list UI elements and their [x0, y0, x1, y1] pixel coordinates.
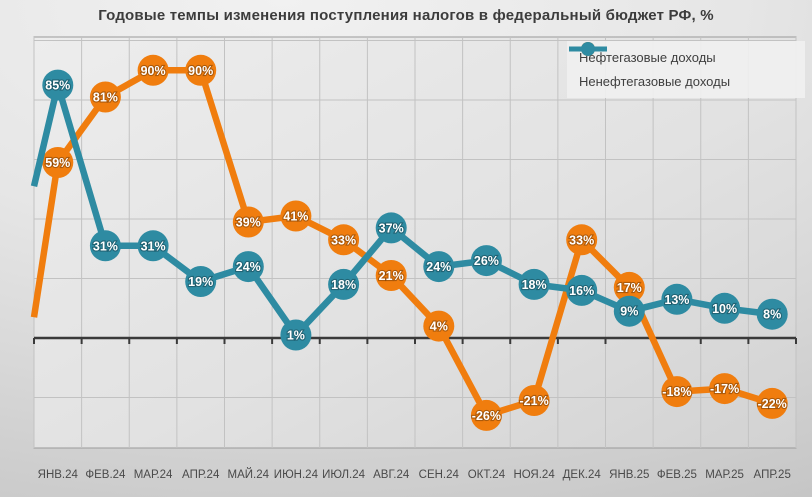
x-axis-label: АВГ.24 [373, 469, 410, 481]
data-point-label: 90% [188, 64, 213, 78]
data-point-marker [566, 274, 598, 306]
data-point-label: 37% [379, 221, 404, 235]
legend-item-oil-gas: Нефтегазовые доходы [569, 42, 795, 65]
data-point-marker [280, 319, 312, 351]
x-axis-label: ОКТ.24 [468, 469, 506, 481]
data-point-label: 17% [617, 281, 642, 295]
data-point-label: -21% [520, 394, 549, 408]
data-point-label: 85% [45, 79, 70, 93]
chart-legend: Нефтегазовые доходы Ненефтегазовые доход… [567, 41, 805, 98]
x-axis-label: ДЕК.24 [563, 469, 602, 481]
x-axis-label: АПР.24 [182, 469, 220, 481]
data-point-marker [613, 295, 645, 327]
x-axis-label: МАР.25 [705, 469, 744, 481]
data-point-label: 41% [283, 210, 308, 224]
data-point-label: 9% [620, 305, 638, 319]
data-point-marker [613, 271, 645, 303]
legend-label-non-oil-gas: Ненефтегазовые доходы [579, 74, 731, 89]
x-axis-label: ФЕВ.24 [85, 469, 126, 481]
data-point-marker [137, 230, 169, 262]
data-point-label: 10% [712, 302, 737, 316]
legend-item-non-oil-gas: Ненефтегазовые доходы [569, 42, 795, 89]
legend-label-oil-gas: Нефтегазовые доходы [579, 50, 716, 65]
data-point-label: 21% [379, 269, 404, 283]
data-point-marker [423, 251, 455, 283]
data-point-marker [232, 206, 264, 238]
data-point-label: -18% [662, 385, 691, 399]
data-point-label: 19% [188, 275, 213, 289]
x-axis-label: ЯНВ.25 [609, 469, 649, 481]
data-point-marker [89, 81, 121, 113]
x-axis-label: МАР.24 [134, 469, 173, 481]
data-point-label: 18% [522, 278, 547, 292]
data-point-label: -22% [758, 397, 787, 411]
x-axis-label: МАЙ.24 [228, 468, 270, 481]
x-axis-label: АПР.25 [754, 469, 791, 481]
data-point-marker [185, 266, 217, 297]
data-point-marker [137, 54, 169, 86]
data-point-marker [661, 376, 693, 408]
x-axis-label: ИЮЛ.24 [322, 469, 366, 481]
series-1: 85% 31% 31% 19% 24% 1% 18% 37% 24% 26% 18% 16% 9% 13%… [30, 69, 788, 351]
data-point-marker [518, 385, 550, 416]
data-point-label: 33% [331, 233, 356, 247]
series-0: 59% 81% 90% 90% 39% 41% 33% 21% 4% -26% -21% 33% 17%… [30, 54, 788, 431]
data-point-label: 8% [763, 308, 781, 322]
data-point-marker [756, 387, 788, 419]
data-point-label: -26% [472, 409, 501, 423]
data-point-marker [709, 292, 741, 324]
data-point-label: 59% [45, 156, 70, 170]
data-point-marker [328, 224, 360, 256]
data-point-marker [566, 224, 598, 256]
data-point-label: 31% [93, 239, 118, 253]
data-point-label: 90% [141, 64, 166, 78]
data-point-marker [470, 399, 502, 431]
x-axis-label: СЕН.24 [419, 469, 460, 481]
data-point-label: 18% [331, 278, 356, 292]
data-point-label: 33% [569, 233, 594, 247]
x-axis-label: ЯНВ.24 [38, 469, 79, 481]
data-point-marker [423, 310, 455, 342]
data-point-marker [709, 373, 741, 405]
data-point-label: 39% [236, 216, 261, 230]
data-point-label: 24% [426, 260, 451, 274]
data-point-label: 4% [430, 320, 448, 334]
data-point-label: 13% [664, 293, 689, 307]
data-point-marker [661, 283, 693, 315]
x-axis-label: НОЯ.24 [513, 469, 555, 481]
data-point-marker [328, 268, 360, 300]
x-axis-label: ФЕВ.25 [657, 469, 697, 481]
data-point-marker [470, 245, 502, 277]
data-point-marker [756, 298, 788, 330]
data-point-label: 26% [474, 254, 499, 268]
data-point-label: 24% [236, 260, 261, 274]
data-point-marker [89, 230, 121, 262]
data-point-label: 81% [93, 91, 118, 105]
data-point-label: -17% [710, 382, 739, 396]
data-point-marker [375, 212, 407, 244]
x-axis-label: ИЮН.24 [274, 469, 319, 481]
data-point-label: 1% [287, 329, 305, 343]
data-point-marker [42, 147, 74, 178]
data-point-marker [280, 200, 312, 232]
data-point-marker [518, 268, 550, 300]
data-point-marker [185, 54, 217, 86]
data-point-label: 16% [569, 284, 594, 298]
legend-swatch-non-oil-gas-icon [569, 42, 607, 56]
data-point-marker [375, 260, 407, 291]
data-point-marker [232, 251, 264, 283]
data-point-label: 31% [141, 239, 166, 253]
data-point-marker [42, 69, 74, 101]
chart-title: Годовые темпы изменения поступления нало… [98, 7, 714, 24]
